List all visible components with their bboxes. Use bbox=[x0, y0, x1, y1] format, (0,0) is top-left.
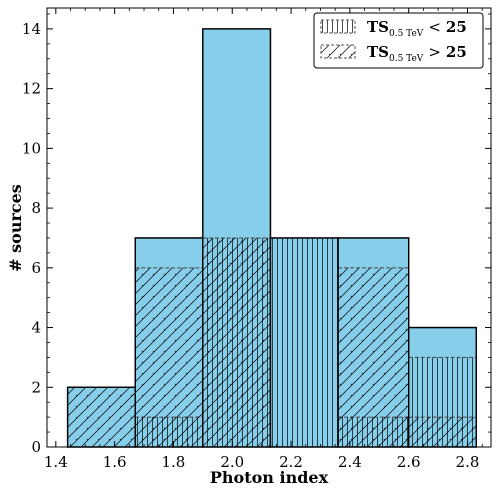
x-tick-label: 2.4 bbox=[338, 453, 362, 471]
x-tick-label: 2.2 bbox=[279, 453, 303, 471]
y-tick-label: 8 bbox=[31, 199, 41, 217]
y-tick-label: 10 bbox=[22, 139, 41, 157]
bar-ts-high-1 bbox=[134, 267, 204, 448]
bar-ts-high-2 bbox=[202, 237, 271, 448]
y-axis-label: # sources bbox=[6, 184, 25, 272]
x-tick-label: 1.6 bbox=[103, 453, 127, 471]
y-tick-label: 4 bbox=[31, 319, 41, 337]
bar-ts-high-0 bbox=[67, 386, 136, 448]
legend-label-ts-high: TS0.5 TeV >25 bbox=[367, 43, 467, 64]
x-tick-label: 1.8 bbox=[162, 453, 186, 471]
x-tick-label: 2.8 bbox=[456, 453, 480, 471]
x-tick-label: 2.6 bbox=[397, 453, 421, 471]
plot-frame bbox=[46, 7, 492, 448]
y-tick-label: 2 bbox=[31, 378, 41, 396]
legend-swatch-vertical bbox=[320, 19, 356, 34]
y-tick-label: 6 bbox=[31, 259, 41, 277]
x-axis-label: Photon index bbox=[210, 468, 329, 487]
legend-box bbox=[313, 12, 484, 69]
y-tick-label: 14 bbox=[22, 20, 41, 38]
bar-ts-high-4 bbox=[337, 267, 410, 448]
axes: 1.4 1.6 1.8 2.0 2.2 2.4 2.6 2.8 0 2 4 6 8 10 12 14 bbox=[22, 7, 492, 471]
legend-swatch-diagonal bbox=[320, 44, 356, 59]
histogram-bars bbox=[66, 28, 477, 448]
bar-ts-high-5 bbox=[408, 416, 477, 448]
x-tick-label: 2.0 bbox=[220, 453, 244, 471]
bar-ts-low-3 bbox=[269, 237, 339, 448]
y-tick-label: 0 bbox=[31, 438, 41, 456]
legend-label-ts-low: TS0.5 TeV <25 bbox=[367, 18, 467, 39]
legend: TS0.5 TeV <25 TS0.5 TeV >25 bbox=[313, 12, 484, 69]
y-tick-label: 12 bbox=[22, 80, 41, 98]
x-tick-label: 1.4 bbox=[44, 453, 68, 471]
